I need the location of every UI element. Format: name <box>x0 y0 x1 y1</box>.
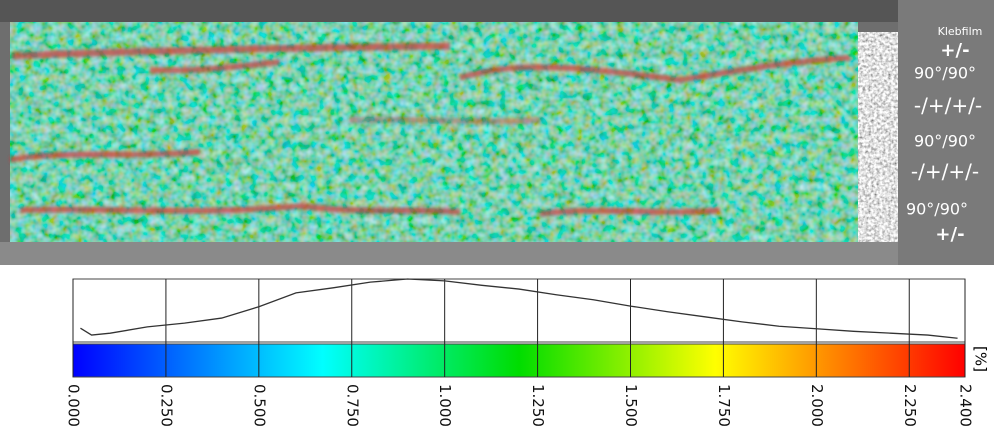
strain-noise <box>10 22 858 242</box>
annotation: 90°/90° <box>914 64 976 83</box>
annotations: Klebfilm +/- 90°/90° -/+/+/- 90°/90° -/+… <box>906 25 982 245</box>
x-tick-label: 2.400 <box>957 384 975 427</box>
specimen-image <box>0 0 994 265</box>
top-band <box>0 0 994 22</box>
annotation: Klebfilm <box>938 25 983 38</box>
annotation: 90°/90° <box>914 132 976 151</box>
x-tick-label: 2.250 <box>901 384 919 427</box>
colorbar <box>72 343 966 378</box>
unit-label: [%] <box>972 346 990 372</box>
bottom-band <box>0 242 994 265</box>
x-tick-label: 0.250 <box>157 384 175 427</box>
x-tick-label: 0.750 <box>343 384 361 427</box>
annotation: +/- <box>940 40 969 61</box>
annotation: -/+/+/- <box>914 94 982 118</box>
x-tick-label: 1.500 <box>622 384 640 427</box>
x-tick-label: 0.500 <box>250 384 268 427</box>
annotation: 90°/90° <box>906 200 968 219</box>
x-tick-label: 1.750 <box>715 384 733 427</box>
annotation: -/+/+/- <box>911 160 979 184</box>
x-tick-label: 1.000 <box>436 384 454 427</box>
histogram-line <box>80 278 958 339</box>
annotation: +/- <box>935 224 964 245</box>
x-tick-label: 2.000 <box>808 384 826 427</box>
x-tick-label: 0.000 <box>65 384 83 427</box>
strain-streaks <box>9 42 851 217</box>
adhesive-strip <box>858 32 898 242</box>
label-area <box>898 0 994 265</box>
x-tick-label: 1.250 <box>529 384 547 427</box>
